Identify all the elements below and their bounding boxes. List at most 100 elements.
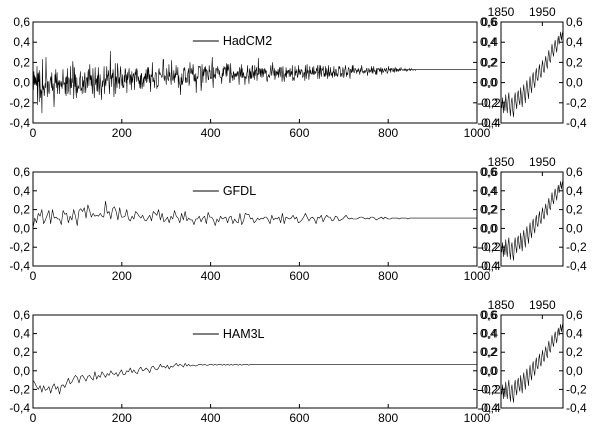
y-tick-label: 0,0 (480, 221, 497, 235)
y-tick-label: 0,4 (13, 184, 30, 198)
y-tick-label: -0,4 (566, 259, 587, 273)
y-tick-label: -0,2 (566, 240, 587, 254)
panel-3: -0,4 -0,4 -0,2 -0,2 0,0 0,0 0,2 0,2 0,4 0,4 0,6 0,6… (477, 5, 587, 130)
y-tick-label: -0,2 (480, 382, 501, 396)
y-tick-label: 0,6 (481, 15, 498, 29)
x-tick-label: 200 (112, 126, 132, 140)
y-tick-label: 0,4 (13, 327, 30, 341)
y-tick-label: 0,0 (566, 76, 583, 90)
x-tick-label: 0 (30, 126, 37, 140)
plot-frame (32, 171, 478, 267)
y-tick-label: 0,6 (13, 308, 30, 322)
y-tick-label: -0,4 (477, 401, 498, 415)
y-tick-label: 0,4 (566, 35, 583, 49)
y-tick-label: -0,4 (9, 116, 30, 130)
x-tick-label: 400 (201, 411, 221, 425)
y-tick-label: -0,2 (9, 96, 30, 110)
y-tick-label: -0,4 (9, 259, 30, 273)
panel-1: -0,4 -0,4 -0,2 -0,2 0,0 0,0 0,2 0,2 0,4 0,4 0,6 0,6… (9, 165, 501, 283)
y-tick-label: -0,2 (9, 240, 30, 254)
series-line (500, 179, 564, 261)
x-tick-label: 400 (201, 126, 221, 140)
y-tick-label: 0,6 (480, 165, 497, 179)
x-tick-label: 0 (30, 269, 37, 283)
panel-2: -0,4 -0,4 -0,2 -0,2 0,0 0,0 0,2 0,2 0,4 0,4 0,6 0,6… (9, 308, 501, 425)
y-tick-label: 0,2 (566, 55, 583, 69)
y-tick-label: 0,6 (481, 165, 498, 179)
y-tick-label: 0,4 (480, 184, 497, 198)
y-tick-label: 0,0 (480, 76, 497, 90)
plot-frame (500, 314, 564, 409)
x-tick-label: 1000 (464, 269, 491, 283)
panel-0: -0,4 -0,4 -0,2 -0,2 0,0 0,0 0,2 0,2 0,4 0,4 0,6 0,6… (9, 15, 501, 140)
y-tick-label: -0,4 (477, 259, 498, 273)
series-line (32, 363, 477, 395)
y-tick-label: 0,4 (566, 184, 583, 198)
legend-label: GFDL (223, 184, 256, 198)
y-tick-label: 0,4 (481, 184, 498, 198)
y-tick-label: 0,6 (566, 308, 583, 322)
y-tick-label: -0,4 (477, 116, 498, 130)
x-tick-label: 1850 (488, 155, 515, 169)
y-tick-label: 0,6 (480, 15, 497, 29)
x-tick-label: 1950 (529, 298, 556, 312)
x-tick-label: 600 (289, 269, 309, 283)
y-tick-label: 0,0 (13, 221, 30, 235)
y-tick-label: 0,0 (481, 76, 498, 90)
y-tick-label: -0,2 (477, 240, 498, 254)
y-tick-label: -0,4 (9, 401, 30, 415)
y-tick-label: 0,6 (13, 165, 30, 179)
y-tick-label: 0,2 (13, 345, 30, 359)
y-tick-label: 0,2 (566, 345, 583, 359)
series-line (500, 322, 564, 403)
y-tick-label: 0,6 (566, 165, 583, 179)
x-tick-label: 1000 (464, 126, 491, 140)
plot-frame (500, 21, 564, 124)
x-tick-label: 1950 (529, 5, 556, 19)
y-tick-label: 0,0 (13, 364, 30, 378)
y-tick-label: -0,2 (9, 382, 30, 396)
y-tick-label: 0,6 (13, 15, 30, 29)
series-line (32, 50, 477, 114)
y-tick-label: -0,2 (477, 382, 498, 396)
y-tick-label: 0,4 (566, 327, 583, 341)
x-tick-label: 1950 (529, 155, 556, 169)
x-tick-label: 1000 (464, 411, 491, 425)
series-line (500, 30, 564, 118)
y-tick-label: -0,4 (480, 259, 501, 273)
x-tick-label: 1850 (488, 298, 515, 312)
panel-5: -0,4 -0,4 -0,2 -0,2 0,0 0,0 0,2 0,2 0,4 0,4 0,6 0,6… (477, 298, 587, 415)
y-tick-label: 0,2 (481, 55, 498, 69)
x-tick-label: 800 (378, 411, 398, 425)
x-tick-label: 1850 (488, 5, 515, 19)
y-tick-label: 0,4 (480, 327, 497, 341)
y-tick-label: -0,2 (477, 96, 498, 110)
y-tick-label: -0,4 (566, 401, 587, 415)
y-tick-label: 0,2 (480, 345, 497, 359)
y-tick-label: 0,2 (480, 203, 497, 217)
y-tick-label: 0,4 (13, 35, 30, 49)
plot-frame (500, 171, 564, 267)
y-tick-label: 0,2 (566, 203, 583, 217)
x-tick-label: 200 (112, 411, 132, 425)
y-tick-label: -0,2 (566, 96, 587, 110)
y-tick-label: 0,4 (481, 327, 498, 341)
y-tick-label: -0,4 (566, 116, 587, 130)
x-tick-label: 600 (289, 126, 309, 140)
y-tick-label: -0,2 (480, 240, 501, 254)
legend-label: HadCM2 (223, 34, 272, 48)
y-tick-label: 0,0 (566, 364, 583, 378)
legend-label: HAM3L (223, 327, 265, 341)
y-tick-label: 0,0 (481, 221, 498, 235)
panel-4: -0,4 -0,4 -0,2 -0,2 0,0 0,0 0,2 0,2 0,4 0,4 0,6 0,6… (477, 155, 587, 273)
y-tick-label: 0,4 (480, 35, 497, 49)
y-tick-label: 0,2 (481, 203, 498, 217)
x-tick-label: 400 (201, 269, 221, 283)
y-tick-label: 0,0 (13, 76, 30, 90)
x-tick-label: 800 (378, 269, 398, 283)
y-tick-label: 0,2 (480, 55, 497, 69)
y-tick-label: 0,0 (566, 221, 583, 235)
y-tick-label: -0,2 (480, 96, 501, 110)
y-tick-label: 0,0 (481, 364, 498, 378)
